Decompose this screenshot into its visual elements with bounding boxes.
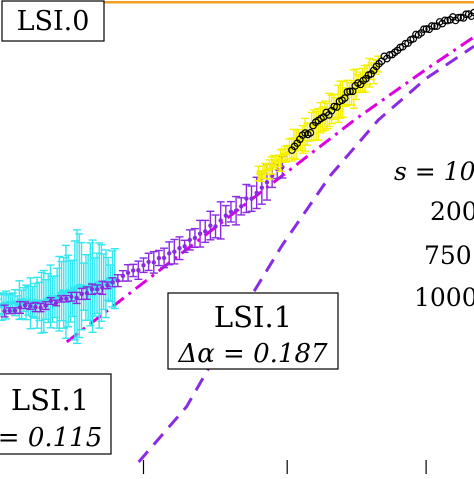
data-point xyxy=(53,300,59,306)
annotation-box xyxy=(0,373,112,455)
data-point xyxy=(346,87,354,96)
data-point xyxy=(7,308,12,313)
data-point xyxy=(74,295,79,301)
annotation-value: = 0.115 xyxy=(0,423,102,453)
data-point xyxy=(84,290,90,296)
data-point xyxy=(285,151,290,156)
data-point xyxy=(228,209,234,214)
data-point xyxy=(342,94,348,100)
data-point xyxy=(208,223,213,228)
data-point xyxy=(54,296,60,301)
annotation-box xyxy=(167,292,339,370)
data-point xyxy=(69,294,74,299)
data-point xyxy=(2,308,7,314)
data-point xyxy=(79,291,84,297)
data-point xyxy=(187,237,192,243)
data-point xyxy=(115,278,120,283)
data-point xyxy=(249,196,254,201)
data-point xyxy=(151,260,156,265)
data-point xyxy=(58,296,64,302)
data-point xyxy=(454,13,462,22)
data-point xyxy=(14,302,20,307)
data-point xyxy=(259,185,265,190)
data-point xyxy=(28,304,33,309)
data-point xyxy=(427,22,436,30)
data-point xyxy=(146,259,151,265)
data-point xyxy=(12,308,18,313)
data-point xyxy=(182,244,187,249)
data-point xyxy=(131,268,136,273)
data-point xyxy=(218,218,223,223)
data-point xyxy=(430,22,439,31)
data-point xyxy=(38,305,43,310)
data-point xyxy=(264,180,270,185)
legend-entry: 750 xyxy=(424,241,472,270)
data-point xyxy=(89,287,95,292)
data-point xyxy=(441,16,449,25)
data-point xyxy=(125,270,131,276)
data-point xyxy=(213,224,218,229)
legend-entry: 200 xyxy=(430,197,474,226)
reference-line-dashed xyxy=(137,44,474,463)
data-point xyxy=(120,273,126,279)
data-point xyxy=(156,255,162,261)
data-point xyxy=(172,249,177,254)
data-point xyxy=(105,283,110,288)
data-point xyxy=(244,196,249,201)
data-point xyxy=(94,287,100,292)
data-point xyxy=(203,229,208,234)
data-point xyxy=(33,304,38,310)
data-point xyxy=(233,208,239,213)
data-point xyxy=(177,246,182,251)
data-point xyxy=(110,280,115,285)
data-point xyxy=(254,190,259,196)
data-point xyxy=(412,30,420,39)
annotation-lsi1-left: LSI.1 = 0.115 xyxy=(0,373,112,455)
data-point xyxy=(17,305,23,310)
data-point xyxy=(22,302,28,308)
annotation-value: Δα = 0.187 xyxy=(177,339,328,369)
data-point xyxy=(223,213,229,218)
data-point xyxy=(64,296,69,301)
annotation-lsi1-mid: LSI.1 Δα = 0.187 xyxy=(167,292,339,370)
data-point xyxy=(136,268,141,273)
data-point xyxy=(340,94,349,102)
data-point xyxy=(161,255,167,261)
series-1 xyxy=(0,155,287,318)
annotation-label: LSI.1 xyxy=(214,300,292,334)
annotation-lsi0: LSI.0 xyxy=(1,0,105,42)
series-3 xyxy=(288,8,474,154)
data-point xyxy=(192,235,198,241)
data-point xyxy=(100,285,105,291)
data-point xyxy=(267,167,272,172)
data-point xyxy=(306,128,315,137)
data-point xyxy=(420,25,428,34)
annotation-box xyxy=(1,0,105,42)
legend-entry: 1000 xyxy=(414,283,474,312)
data-point xyxy=(197,231,203,236)
annotation-label: LSI.1 xyxy=(11,383,89,417)
data-point xyxy=(167,251,172,256)
data-point xyxy=(141,263,146,268)
data-point xyxy=(457,13,465,22)
data-point xyxy=(48,298,54,304)
data-point xyxy=(72,288,78,293)
data-point xyxy=(43,303,48,308)
data-point xyxy=(239,204,244,209)
legend-entry: s = 10 xyxy=(394,157,474,186)
data-point xyxy=(258,173,263,179)
annotation-label: LSI.0 xyxy=(17,6,90,37)
